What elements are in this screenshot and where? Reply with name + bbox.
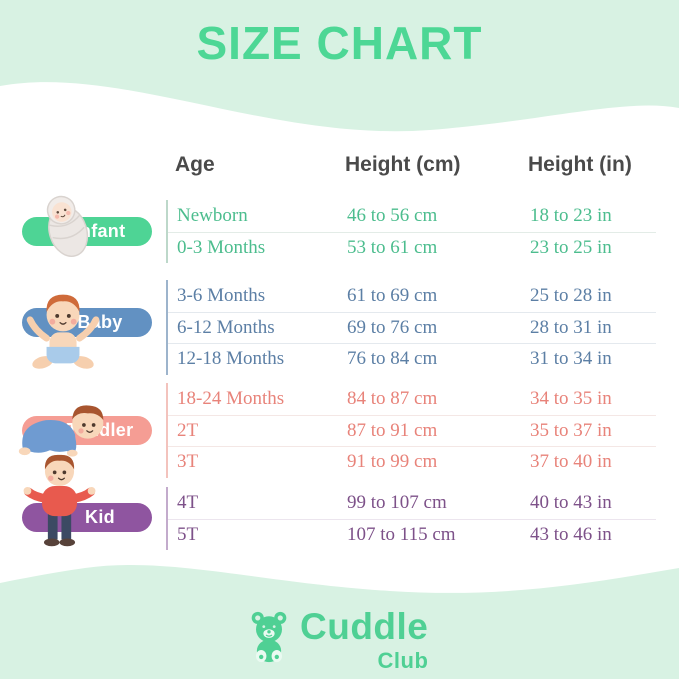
table-row: 3T 91 to 99 cm 37 to 40 in [168,446,656,478]
column-header-age: Age [175,153,215,176]
crawling-toddler-illustration [18,405,104,457]
table-row: Newborn 46 to 56 cm 18 to 23 in [168,200,656,232]
size-group-rows-toddler: 18-24 Months 84 to 87 cm 34 to 35 in 2T 87 t… [166,383,656,478]
height-in-cell: 34 to 35 in [530,387,612,409]
age-cell: 18-24 Months [177,387,285,409]
table-row: 0-3 Months 53 to 61 cm 23 to 25 in [168,231,656,264]
table-row: 12-18 Months 76 to 84 cm 31 to 34 in [168,343,656,375]
table-header-row: Age Height (cm) Height (in) [166,150,666,180]
height-cm-cell: 76 to 84 cm [347,348,438,370]
table-row: 5T 107 to 115 cm 43 to 46 in [168,518,656,551]
size-group-rows-infant: Newborn 46 to 56 cm 18 to 23 in 0-3 Months 5… [166,200,656,263]
brand-subname: Club [377,648,429,673]
height-cm-cell: 99 to 107 cm [347,491,447,513]
height-cm-cell: 61 to 69 cm [347,284,438,306]
height-in-cell: 43 to 46 in [530,523,612,545]
height-in-cell: 37 to 40 in [530,451,612,473]
table-row: 18-24 Months 84 to 87 cm 34 to 35 in [168,383,656,415]
sitting-baby-illustration [26,294,100,369]
height-cm-cell: 84 to 87 cm [347,387,438,409]
height-in-cell: 40 to 43 in [530,491,612,513]
height-cm-cell: 53 to 61 cm [347,236,438,258]
table-row: 2T 87 to 91 cm 35 to 37 in [168,414,656,447]
height-cm-cell: 69 to 76 cm [347,316,438,338]
standing-kid-illustration [23,454,96,547]
age-cell: 4T [177,491,199,513]
age-cell: 2T [177,419,199,441]
height-cm-cell: 107 to 115 cm [347,523,456,545]
age-cell: 3T [177,451,199,473]
group-pill-kid-label: Kid [85,507,115,527]
table-row: 6-12 Months 69 to 76 cm 28 to 31 in [168,311,656,344]
height-in-cell: 25 to 28 in [530,284,612,306]
height-in-cell: 28 to 31 in [530,316,612,338]
teddy-bear-icon [251,611,287,663]
size-group-rows-baby: 3-6 Months 61 to 69 cm 25 to 28 in 6-12 Mon… [166,280,656,375]
height-in-cell: 35 to 37 in [530,419,612,441]
table-row: 3-6 Months 61 to 69 cm 25 to 28 in [168,280,656,312]
brand-name: Cuddle [300,606,429,647]
column-header-height-in: Height (in) [528,153,632,176]
size-group-rows-kid: 4T 99 to 107 cm 40 to 43 in 5T 107 to 115 cm… [166,487,656,550]
height-cm-cell: 46 to 56 cm [347,204,438,226]
height-in-cell: 18 to 23 in [530,204,612,226]
height-cm-cell: 91 to 99 cm [347,451,438,473]
age-cell: 5T [177,523,199,545]
age-cell: 12-18 Months [177,348,285,370]
height-in-cell: 31 to 34 in [530,348,612,370]
age-cell: 3-6 Months [177,284,266,306]
swaddled-infant-illustration [46,195,89,258]
age-cell: Newborn [177,204,248,226]
column-header-height-cm: Height (cm) [345,153,461,176]
table-row: 4T 99 to 107 cm 40 to 43 in [168,487,656,519]
age-cell: 0-3 Months [177,236,266,258]
brand-logo: Cuddle Club [243,608,428,674]
height-in-cell: 23 to 25 in [530,236,612,258]
age-cell: 6-12 Months [177,316,275,338]
height-cm-cell: 87 to 91 cm [347,419,438,441]
page-title: SIZE CHART [196,17,483,69]
